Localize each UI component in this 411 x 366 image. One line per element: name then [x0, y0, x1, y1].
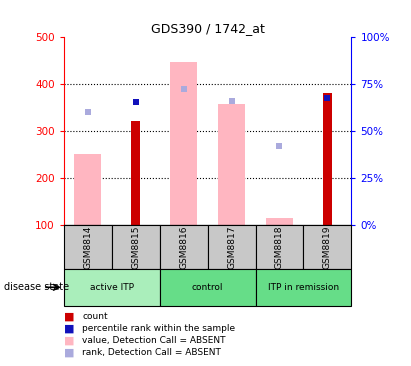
Text: GSM8817: GSM8817 [227, 225, 236, 269]
Text: active ITP: active ITP [90, 283, 134, 292]
Text: GSM8816: GSM8816 [179, 225, 188, 269]
Text: ■: ■ [64, 311, 74, 322]
Bar [74, 154, 101, 225]
Point [228, 98, 235, 104]
Text: count: count [82, 312, 108, 321]
Text: GSM8815: GSM8815 [131, 225, 140, 269]
Text: ■: ■ [64, 348, 74, 358]
Bar [323, 93, 332, 225]
Text: ■: ■ [64, 336, 74, 346]
Bar [171, 61, 197, 225]
Bar [64, 269, 159, 306]
Text: GSM8814: GSM8814 [83, 225, 92, 269]
Text: ■: ■ [64, 324, 74, 334]
Point [180, 86, 187, 92]
Text: control: control [192, 283, 223, 292]
Bar [112, 225, 159, 269]
Bar [64, 225, 112, 269]
Text: value, Detection Call = ABSENT: value, Detection Call = ABSENT [82, 336, 226, 345]
Text: GSM8818: GSM8818 [275, 225, 284, 269]
Bar [131, 122, 140, 225]
Point [324, 95, 331, 101]
Bar [256, 269, 351, 306]
Bar [303, 225, 351, 269]
Bar [218, 104, 245, 225]
Bar [256, 225, 303, 269]
Text: GSM8819: GSM8819 [323, 225, 332, 269]
Text: percentile rank within the sample: percentile rank within the sample [82, 324, 236, 333]
Text: ITP in remission: ITP in remission [268, 283, 339, 292]
Point [84, 109, 91, 115]
Point [132, 99, 139, 105]
Title: GDS390 / 1742_at: GDS390 / 1742_at [150, 22, 265, 36]
Text: rank, Detection Call = ABSENT: rank, Detection Call = ABSENT [82, 348, 221, 357]
Bar [159, 225, 208, 269]
Bar [266, 218, 293, 225]
Bar [208, 225, 256, 269]
Bar [159, 269, 256, 306]
Text: disease state: disease state [4, 282, 69, 292]
Point [276, 143, 283, 149]
